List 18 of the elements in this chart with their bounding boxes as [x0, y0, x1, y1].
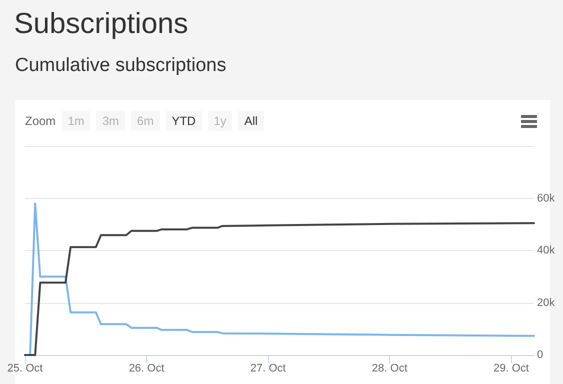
- text: 3m: [96, 111, 126, 131]
- text: All: [238, 111, 264, 131]
- chart-title: Subscriptions: [14, 8, 188, 41]
- y-tick-label: 40k: [537, 244, 556, 256]
- text: 1y: [208, 111, 232, 131]
- y-tick-label: 0: [537, 349, 544, 361]
- text: 1m: [62, 111, 90, 131]
- x-tick-label: 26. Oct: [128, 362, 164, 374]
- text: YTD: [166, 111, 202, 131]
- text: 6m: [131, 111, 160, 131]
- chart-subtitle: Cumulative subscriptions: [15, 55, 226, 77]
- text: Zoom: [25, 113, 56, 130]
- y-tick-label: 60k: [537, 192, 556, 204]
- y-tick-label: 20k: [537, 296, 556, 309]
- x-tick-label: 25. Oct: [7, 362, 43, 374]
- x-tick-label: 28. Oct: [372, 362, 408, 374]
- x-tick-label: 27. Oct: [250, 362, 286, 374]
- x-tick-label: 29. Oct: [493, 362, 529, 374]
